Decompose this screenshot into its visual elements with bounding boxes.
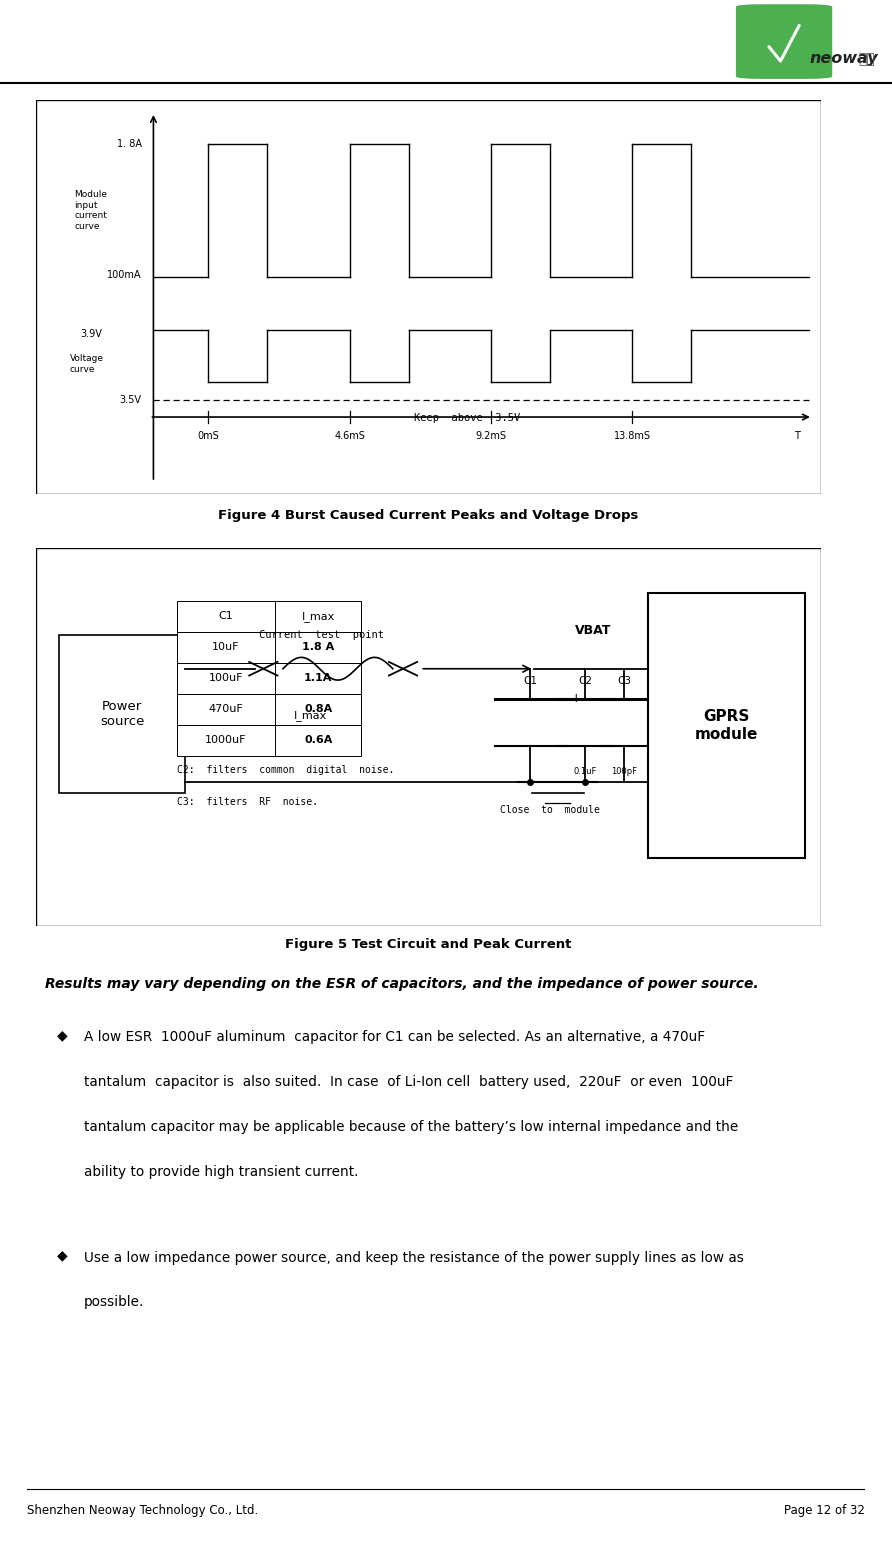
Bar bbox=[275, 694, 361, 725]
Text: Figure 4 Burst Caused Current Peaks and Voltage Drops: Figure 4 Burst Caused Current Peaks and … bbox=[218, 509, 639, 522]
Text: 100uF: 100uF bbox=[209, 673, 244, 684]
Text: C2:  filters  common  digital  noise.: C2: filters common digital noise. bbox=[177, 765, 394, 775]
Text: 有方: 有方 bbox=[858, 52, 875, 66]
Text: Current  test  point: Current test point bbox=[260, 631, 384, 640]
Text: 1. 8A: 1. 8A bbox=[117, 139, 142, 148]
Text: 13.8mS: 13.8mS bbox=[614, 430, 651, 441]
Text: Keep  above  3.5V: Keep above 3.5V bbox=[414, 414, 521, 423]
Text: Power
source: Power source bbox=[100, 701, 145, 728]
Bar bbox=[275, 662, 361, 694]
Text: tantalum  capacitor is  also suited.  In case  of Li-Ion cell  battery used,  22: tantalum capacitor is also suited. In ca… bbox=[84, 1075, 733, 1089]
Text: A low ESR  1000uF aluminum  capacitor for C1 can be selected. As an alternative,: A low ESR 1000uF aluminum capacitor for … bbox=[84, 1031, 705, 1045]
Text: C2: C2 bbox=[578, 676, 592, 685]
Text: Close  to  module: Close to module bbox=[500, 805, 599, 815]
Text: GPRS
module: GPRS module bbox=[695, 710, 758, 742]
Text: 100pF: 100pF bbox=[611, 767, 638, 776]
Text: ◆: ◆ bbox=[57, 1248, 68, 1262]
Text: Voltage
curve: Voltage curve bbox=[70, 355, 103, 373]
Text: Results may vary depending on the ESR of capacitors, and the impedance of power : Results may vary depending on the ESR of… bbox=[45, 977, 758, 991]
Text: 4.6mS: 4.6mS bbox=[334, 430, 365, 441]
Text: 1000uF: 1000uF bbox=[205, 734, 247, 745]
Text: Page 12 of 32: Page 12 of 32 bbox=[784, 1504, 865, 1517]
Text: VBAT: VBAT bbox=[574, 623, 611, 637]
Text: Module
input
current
curve: Module input current curve bbox=[74, 190, 107, 230]
Bar bbox=[177, 694, 275, 725]
Text: ability to provide high transient current.: ability to provide high transient curren… bbox=[84, 1165, 358, 1179]
Text: tantalum capacitor may be applicable because of the battery’s low internal imped: tantalum capacitor may be applicable bec… bbox=[84, 1120, 738, 1134]
Text: 1.1A: 1.1A bbox=[304, 673, 333, 684]
Bar bbox=[275, 631, 361, 662]
Bar bbox=[177, 600, 275, 631]
Text: 1.8 A: 1.8 A bbox=[302, 642, 334, 653]
Text: T: T bbox=[794, 430, 800, 441]
Text: 0.8A: 0.8A bbox=[304, 704, 333, 714]
Text: C3: C3 bbox=[617, 676, 632, 685]
Text: +: + bbox=[571, 693, 582, 705]
Text: 3.5V: 3.5V bbox=[120, 395, 142, 406]
Bar bbox=[177, 631, 275, 662]
Text: 0.6A: 0.6A bbox=[304, 734, 333, 745]
Bar bbox=[59, 634, 185, 793]
Text: 470uF: 470uF bbox=[209, 704, 244, 714]
Text: C1: C1 bbox=[524, 676, 537, 685]
Text: Shenzhen Neoway Technology Co., Ltd.: Shenzhen Neoway Technology Co., Ltd. bbox=[27, 1504, 258, 1517]
Text: 0.1uF: 0.1uF bbox=[574, 767, 597, 776]
Text: possible.: possible. bbox=[84, 1295, 144, 1310]
Text: I_max: I_max bbox=[301, 611, 334, 622]
Text: C1: C1 bbox=[219, 611, 234, 622]
Text: neoway: neoway bbox=[809, 51, 878, 66]
Text: 100mA: 100mA bbox=[107, 270, 142, 281]
Text: 3.9V: 3.9V bbox=[80, 329, 103, 339]
Bar bbox=[177, 725, 275, 756]
Bar bbox=[648, 593, 805, 858]
Bar bbox=[275, 725, 361, 756]
Text: 9.2mS: 9.2mS bbox=[475, 430, 507, 441]
Bar bbox=[275, 600, 361, 631]
Text: 10uF: 10uF bbox=[212, 642, 240, 653]
Text: 0mS: 0mS bbox=[197, 430, 219, 441]
Text: Use a low impedance power source, and keep the resistance of the power supply li: Use a low impedance power source, and ke… bbox=[84, 1250, 743, 1265]
Bar bbox=[177, 662, 275, 694]
Text: C3:  filters  RF  noise.: C3: filters RF noise. bbox=[177, 798, 318, 807]
Text: Figure 5 Test Circuit and Peak Current: Figure 5 Test Circuit and Peak Current bbox=[285, 938, 572, 950]
FancyBboxPatch shape bbox=[736, 5, 832, 79]
Text: ◆: ◆ bbox=[57, 1028, 68, 1042]
Text: I_max: I_max bbox=[293, 710, 327, 721]
